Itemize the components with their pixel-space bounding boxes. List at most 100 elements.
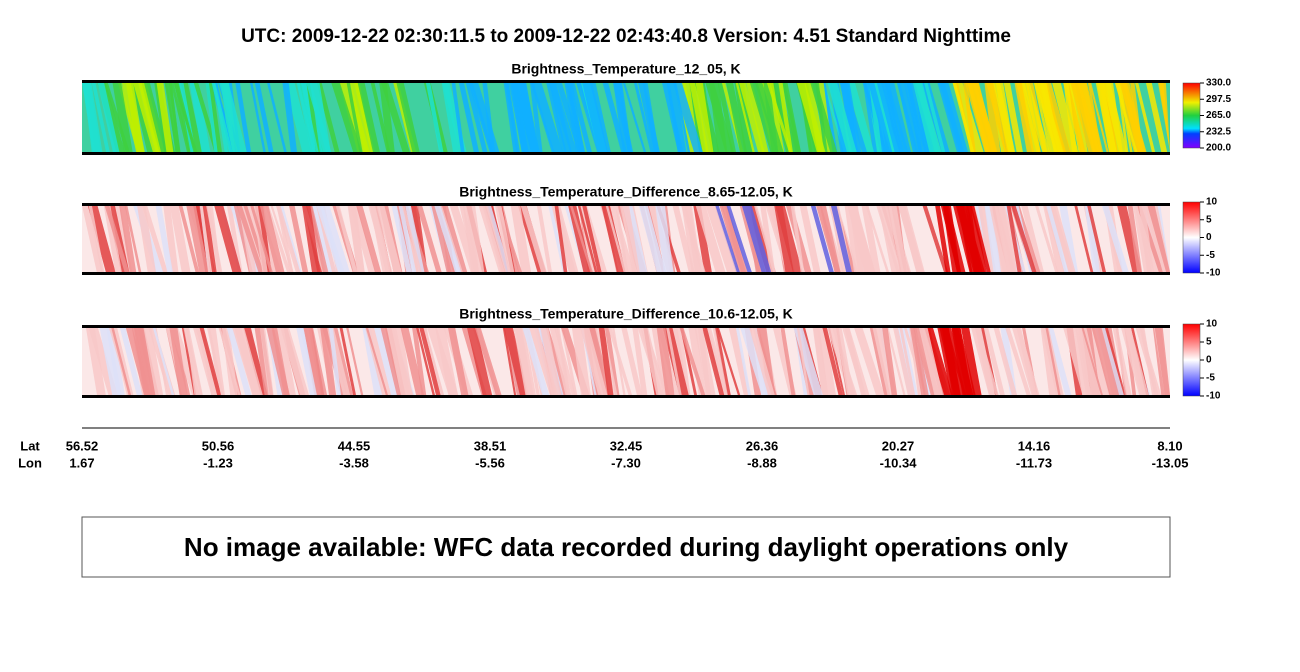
swath-stripe bbox=[676, 328, 691, 395]
swath-stripe bbox=[316, 206, 337, 272]
swath-stripe bbox=[861, 206, 881, 272]
swath-stripe bbox=[434, 206, 462, 272]
swath-stripe bbox=[975, 328, 999, 395]
swath-stripe bbox=[697, 328, 712, 395]
swath-stripe bbox=[97, 83, 120, 152]
swath-stripe bbox=[82, 83, 101, 152]
swath-stripe bbox=[112, 83, 133, 152]
swath-stripe bbox=[966, 206, 987, 272]
colorbar-tick-label: 200.0 bbox=[1206, 143, 1231, 154]
swath-stripe bbox=[284, 83, 313, 152]
swath-stripe bbox=[465, 83, 488, 152]
swath-stripe bbox=[427, 328, 459, 395]
swath-stripe bbox=[137, 206, 156, 272]
swath-stripe bbox=[475, 328, 502, 395]
swath-stripe bbox=[942, 206, 961, 272]
swath-stripe bbox=[993, 83, 1016, 152]
swath-stripe bbox=[554, 328, 576, 395]
swath-stripe bbox=[937, 83, 965, 152]
swath-stripe bbox=[656, 328, 675, 395]
swath-stripe bbox=[673, 83, 703, 152]
swath-stripe bbox=[124, 206, 142, 272]
lat-value: 20.27 bbox=[882, 438, 915, 453]
swath-stripe bbox=[1006, 206, 1022, 272]
swath-stripe bbox=[206, 206, 223, 272]
swath-stripe bbox=[1047, 328, 1072, 395]
lat-value: 26.36 bbox=[746, 438, 779, 453]
swath-stripe bbox=[952, 83, 975, 152]
lon-value: -7.30 bbox=[611, 455, 641, 470]
swath-stripe bbox=[828, 328, 846, 395]
swath-stripe bbox=[935, 206, 951, 272]
swath-stripe bbox=[632, 328, 648, 395]
swath-stripe bbox=[301, 83, 319, 152]
swath-stripe bbox=[1139, 328, 1159, 395]
swath-stripe bbox=[1095, 83, 1117, 152]
swath-stripe bbox=[1158, 83, 1170, 152]
swath-stripe bbox=[782, 83, 801, 152]
swath-stripe bbox=[478, 206, 505, 272]
swath-stripe bbox=[695, 206, 726, 272]
swath-stripe bbox=[989, 206, 1012, 272]
swath-stripe bbox=[760, 206, 776, 272]
swath-stripe bbox=[155, 206, 173, 272]
colorbar-tick-label: 5 bbox=[1206, 337, 1212, 348]
swath-stripe bbox=[827, 83, 857, 152]
swath-stripe bbox=[103, 206, 122, 272]
swath-stripe bbox=[152, 328, 175, 395]
swath-stripe bbox=[320, 328, 337, 395]
swath-stripe bbox=[970, 206, 991, 272]
swath-stripe bbox=[1045, 328, 1061, 395]
swath-stripe bbox=[922, 206, 949, 272]
swath-stripe bbox=[214, 206, 242, 272]
swath-stripe bbox=[259, 206, 285, 272]
swath-stripe bbox=[613, 83, 634, 152]
swath-edge-bottom bbox=[82, 395, 1170, 398]
swath-stripe bbox=[831, 206, 852, 272]
swath-stripe bbox=[799, 206, 821, 272]
swath-stripe bbox=[398, 206, 417, 272]
swath-stripe bbox=[1078, 328, 1091, 395]
swath-stripe bbox=[119, 328, 143, 395]
swath-edge-bottom bbox=[82, 272, 1170, 275]
swath-stripe bbox=[554, 206, 568, 272]
swath-stripe bbox=[412, 328, 427, 395]
lon-value: -11.73 bbox=[1016, 455, 1052, 470]
swath-stripe bbox=[119, 206, 137, 272]
colorbar-tick-label: 232.5 bbox=[1206, 126, 1231, 137]
swath-stripe bbox=[416, 328, 435, 395]
swath-stripe bbox=[886, 328, 906, 395]
swath-stripe bbox=[270, 206, 294, 272]
swath-stripe bbox=[709, 83, 728, 152]
swath-stripe bbox=[275, 206, 301, 272]
swath-stripe bbox=[306, 83, 320, 152]
swath-stripe bbox=[1049, 206, 1074, 272]
swath-stripe bbox=[467, 328, 493, 395]
swath-stripe bbox=[1134, 206, 1152, 272]
swath-stripe bbox=[958, 206, 973, 272]
swath-stripe bbox=[1154, 328, 1170, 395]
swath-stripe bbox=[169, 206, 191, 272]
swath-stripe bbox=[520, 206, 547, 272]
colorbar-tick-label: -5 bbox=[1206, 373, 1215, 384]
swath-stripe bbox=[983, 328, 1005, 395]
swath-stripe bbox=[790, 206, 805, 272]
swath-stripe bbox=[680, 328, 698, 395]
swath-stripe bbox=[346, 83, 363, 152]
colorbar-tick-label: -10 bbox=[1206, 391, 1221, 402]
swath-stripe bbox=[1043, 83, 1071, 152]
colorbar-tick-label: 10 bbox=[1206, 319, 1218, 330]
swath-stripe bbox=[914, 83, 942, 152]
swath-stripe bbox=[735, 83, 755, 152]
swath-stripe bbox=[903, 83, 927, 152]
swath-stripe bbox=[1003, 83, 1023, 152]
swath-stripe bbox=[835, 328, 854, 395]
swath-stripe bbox=[841, 83, 859, 152]
swath-stripe bbox=[582, 83, 608, 152]
swath-edge-top bbox=[82, 80, 1170, 83]
swath-stripe bbox=[88, 206, 105, 272]
swath-stripe bbox=[138, 83, 162, 152]
swath-stripe bbox=[1040, 328, 1057, 395]
swath-stripe bbox=[522, 328, 550, 395]
swath-stripe bbox=[1127, 206, 1143, 272]
